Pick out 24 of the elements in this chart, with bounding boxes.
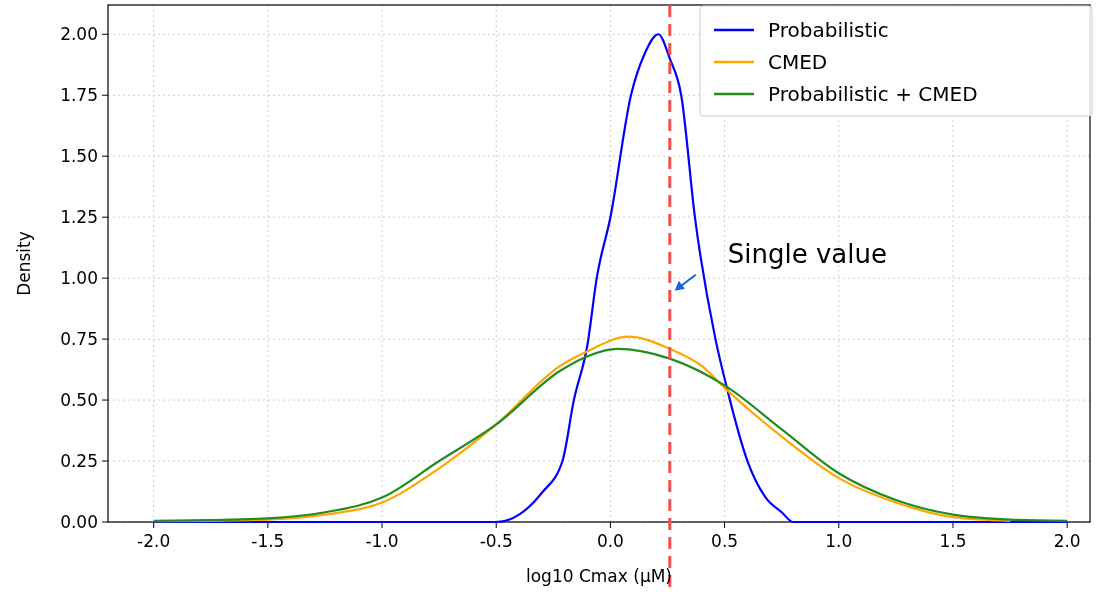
y-tick-label: 1.75 [60,85,98,106]
x-tick-label: 0.0 [596,531,624,551]
y-tick-label: 0.00 [60,512,98,532]
x-tick-label: 0.5 [711,531,739,551]
y-tick-label: 1.00 [60,268,98,289]
x-tick-label: 1.0 [825,531,853,551]
y-tick-label: 0.50 [60,390,98,411]
y-tick-label: 2.00 [60,24,98,45]
legend-label: CMED [768,50,828,74]
x-axis-title: log10 Cmax (µM) [525,566,673,586]
annotation: Single value [727,238,888,269]
x-tick-label: -2.0 [137,531,171,551]
legend-label: Probabilistic [768,18,889,42]
y-tick-label: 0.25 [60,451,98,472]
legend-label: Probabilistic + CMED [768,82,978,106]
x-tick-label: -1.5 [251,531,285,551]
x-tick-label: 2.0 [1053,531,1081,551]
y-tick-label: 0.75 [60,329,98,350]
y-tick-label: 1.50 [60,146,98,167]
x-tick-label: -1.0 [365,531,399,551]
y-axis-title: Density [14,231,34,296]
x-tick-label: 1.5 [939,531,967,551]
y-tick-label: 1.25 [60,207,98,228]
x-tick-label: -0.5 [479,531,513,551]
